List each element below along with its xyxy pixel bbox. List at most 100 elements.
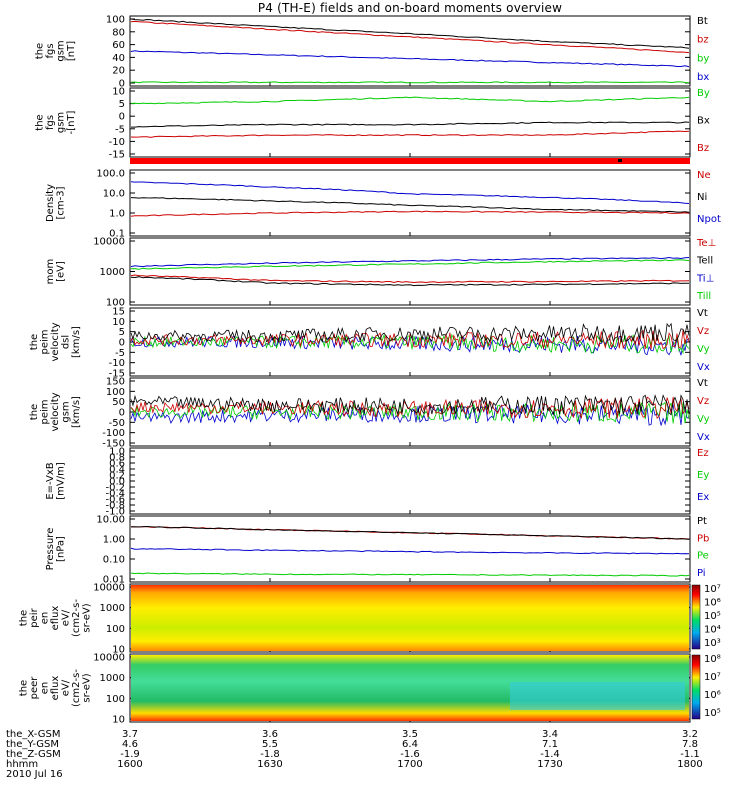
footer-value-y: 4.6 — [122, 739, 138, 750]
tick-label: 100.0 — [96, 169, 125, 180]
panel-1: thefgsgsm-[nT] 105 0-5 -10 -15 By Bx Bz — [34, 87, 710, 161]
tick-label: 1000 — [100, 673, 125, 684]
legend-Till: Till — [696, 291, 711, 302]
tick-label: -10 — [109, 137, 125, 148]
series-line-By — [130, 96, 690, 105]
mode-bar — [130, 158, 690, 164]
footer-value-x: 3.5 — [402, 729, 418, 740]
series-line-Vz — [130, 329, 690, 350]
tick-label: 1.00 — [103, 535, 125, 546]
tick-label: -0.2 — [105, 483, 125, 494]
tick-label: 1000 — [100, 267, 125, 278]
tick-label: 0 — [119, 79, 125, 90]
series-line-by — [130, 81, 690, 84]
tick-label: 10000 — [93, 653, 125, 664]
tick-label: 1.0 — [109, 209, 125, 220]
tick-label: 0.1 — [109, 229, 125, 240]
footer-value-t: 1630 — [257, 759, 282, 770]
colorbar-label: 10⁶ — [704, 690, 721, 701]
tick-label: 80 — [112, 27, 125, 38]
footer-row-label: 2010 Jul 16 — [6, 769, 63, 780]
tick-label: 100 — [106, 694, 125, 705]
tick-label: -100 — [102, 428, 125, 439]
legend-Bx: Bx — [697, 116, 710, 127]
series-line-Bt — [130, 18, 690, 49]
footer-value-x: 3.7 — [122, 729, 138, 740]
footer-value-y: 6.4 — [402, 739, 418, 750]
colorbar — [691, 654, 701, 720]
series-line-Vt — [130, 394, 690, 416]
legend-By: By — [697, 88, 710, 99]
legend-Ex: Ex — [697, 492, 709, 503]
tick-label: 0.01 — [103, 575, 125, 586]
legend-Pt: Pt — [697, 516, 707, 527]
tick-label: -15 — [109, 150, 125, 161]
legend-Vy: Vy — [697, 414, 710, 425]
footer-value-t: 1730 — [537, 759, 562, 770]
tick-label: 1.0 — [109, 447, 125, 458]
panel-6: thepeimvelocitygsm[km/s] 150100500-50-100… — [29, 377, 710, 450]
series-line-Bx — [131, 121, 690, 128]
series-line-Npot — [130, 181, 690, 204]
footer-value-y: 7.8 — [682, 739, 698, 750]
tick-label: 10000 — [93, 583, 125, 594]
legend-Vt: Vt — [697, 378, 708, 389]
tick-label: 60 — [112, 40, 125, 51]
mode-bar-marker — [618, 159, 622, 162]
tick-label: 150 — [106, 377, 125, 388]
legend-Ez: Ez — [697, 448, 709, 459]
footer-value-t: 1600 — [117, 759, 142, 770]
legend-Ni: Ni — [697, 192, 707, 203]
panel-4: mom[eV] 10000 1000 100 Te⊥ Tell Ti⊥ Till — [45, 237, 717, 309]
footer-value-z: -1.4 — [540, 749, 560, 760]
legend-Ne: Ne — [697, 170, 711, 181]
legend-Vy: Vy — [697, 344, 710, 355]
tick-label: 15 — [112, 307, 125, 318]
series-line-Till — [130, 259, 690, 270]
footer-row-label: the_Z-GSM — [6, 749, 61, 760]
legend-Pb: Pb — [697, 533, 709, 544]
panel-10: thepeerenefluxeV/(cm2-s-sr-eV)10000 1000 1… — [19, 653, 721, 726]
series-line-Tell — [130, 276, 689, 287]
colorbar-label: 10⁶ — [704, 598, 721, 609]
footer-row-label: the_Y-GSM — [6, 739, 59, 750]
panel-ylabel: thepeimvelocitydsl[km/s] — [29, 322, 82, 361]
panel-2 — [130, 158, 690, 164]
legend-Vz: Vz — [697, 396, 709, 407]
colorbar-label: 10⁷ — [704, 672, 721, 683]
colorbar-label: 10⁷ — [704, 584, 721, 595]
panel-3: Density[cm-3] 100.0 10.0 1.0 0.1 Ne Ni Npot — [45, 169, 721, 240]
footer-value-x: 3.6 — [262, 729, 278, 740]
footer-value-x: 3.2 — [682, 729, 698, 740]
series-line-Te⊥ — [130, 274, 690, 284]
panel-frame — [129, 169, 691, 237]
tick-label: 10.00 — [96, 515, 125, 526]
legend-Vz: Vz — [697, 326, 709, 337]
tick-label: -10 — [109, 358, 125, 369]
tick-label: 20 — [112, 66, 125, 77]
legend-Vx: Vx — [697, 362, 710, 373]
colorbar-label: 10⁵ — [704, 708, 721, 719]
panel-8: Pressure[nPa] 10.00 1.00 0.10 0.01 Pt Pb Pe Pi — [45, 515, 710, 586]
footer-value-z: -1.8 — [260, 749, 280, 760]
tick-label: 10 — [112, 645, 125, 656]
series-line-Vt — [130, 322, 690, 343]
tick-label: -0.4 — [105, 489, 125, 500]
legend-by: by — [697, 53, 709, 64]
tick-label: 100 — [106, 298, 125, 309]
footer-row-label: the_X-GSM — [6, 729, 60, 740]
legend-Ti⊥: Ti⊥ — [696, 273, 714, 284]
tick-label: 100 — [106, 624, 125, 635]
panel-ylabel: thepeimvelocitygsm[km/s] — [29, 392, 82, 431]
series-line-Pt — [130, 525, 690, 540]
panel-ylabel: thefgsgsm-[nT] — [34, 110, 77, 134]
legend-Bz: Bz — [697, 143, 709, 154]
tick-label: 0.6 — [109, 459, 125, 470]
legend-Vx: Vx — [697, 432, 710, 443]
tick-label: -1.0 — [105, 507, 125, 518]
series-line-bx — [130, 50, 690, 68]
tick-label: 0 — [119, 112, 125, 123]
colorbar-label: 10⁴ — [704, 625, 721, 636]
